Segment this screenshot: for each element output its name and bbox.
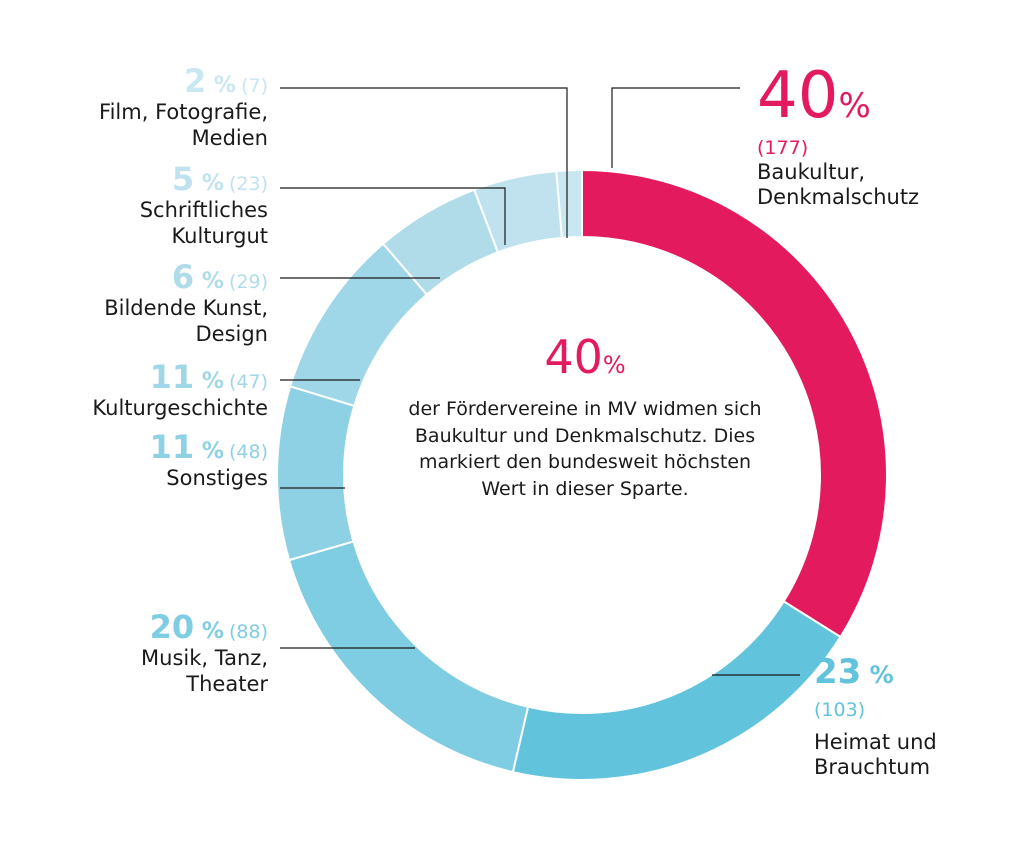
slice-label-0: 40% (177) Baukultur, Denkmalschutz bbox=[757, 59, 920, 209]
center-annotation: 40% der Fördervereine in MV widmen sich … bbox=[400, 330, 770, 502]
slice-label-5: 6 % (29) Bildende Kunst, Design bbox=[104, 258, 268, 346]
donut-slice-0 bbox=[581, 168, 888, 639]
leader-line-7 bbox=[280, 87, 568, 238]
donut-slice-1 bbox=[511, 599, 842, 781]
slice-label-3: 11 % (48) Sonstiges bbox=[149, 428, 268, 491]
donut-slice-3 bbox=[276, 385, 356, 562]
center-percent: 40% bbox=[544, 330, 626, 384]
slice-label-6: 5 % (23) Schriftliches Kulturgut bbox=[139, 160, 268, 248]
slice-label-4: 11 % (47) Kulturgeschichte bbox=[92, 358, 268, 421]
slice-label-1: 23 % (103) Heimat und Brauchtum bbox=[814, 652, 937, 779]
leader-line-6 bbox=[280, 187, 506, 245]
slice-label-7: 2 % (7) Film, Fotografie, Medien bbox=[99, 62, 268, 150]
leader-line-0 bbox=[611, 87, 740, 168]
center-text: der Fördervereine in MV widmen sich Bauk… bbox=[408, 398, 762, 500]
donut-slice-7 bbox=[555, 168, 583, 239]
donut-slice-2 bbox=[287, 540, 530, 774]
slice-label-2: 20 % (88) Musik, Tanz, Theater bbox=[141, 608, 268, 696]
